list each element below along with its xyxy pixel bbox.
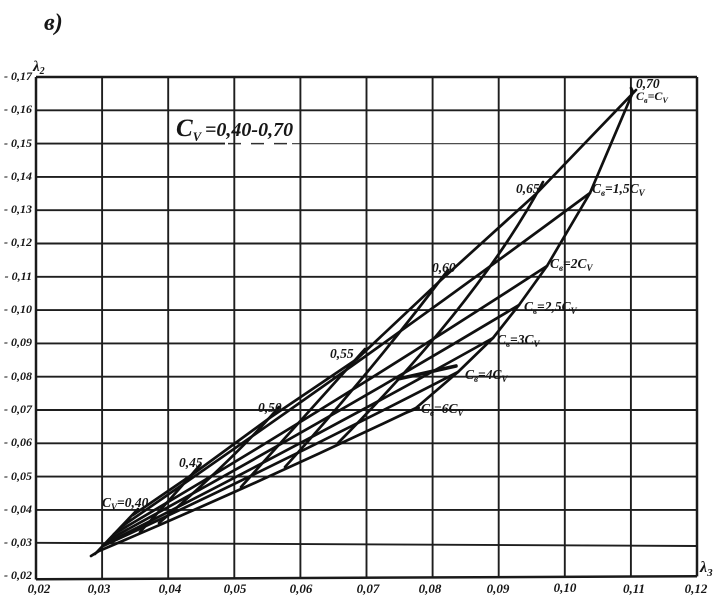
svg-text:0,05: 0,05 [224,581,247,596]
svg-text:- 0,11: - 0,11 [5,269,32,283]
svg-text:0,03: 0,03 [88,581,111,596]
svg-text:- 0,07: - 0,07 [4,402,33,416]
svg-text:- 0,16: - 0,16 [4,102,32,116]
svg-text:0,07: 0,07 [357,581,380,596]
svg-text:0,09: 0,09 [487,581,510,596]
svg-text:0,08: 0,08 [419,581,442,596]
svg-text:0,04: 0,04 [159,581,182,596]
svg-text:Cв=2,5CV: Cв=2,5CV [524,299,578,316]
svg-text:- 0,13: - 0,13 [4,202,32,216]
svg-text:CV=0,40: CV=0,40 [102,495,149,512]
svg-text:- 0,05: - 0,05 [4,469,32,483]
svg-text:- 0,14: - 0,14 [4,169,32,183]
svg-text:0,11: 0,11 [623,581,645,596]
svg-text:0,50: 0,50 [258,400,282,415]
svg-text:0,55: 0,55 [330,346,354,361]
svg-text:- 0,06: - 0,06 [4,435,32,449]
svg-text:0,60: 0,60 [432,260,456,275]
svg-text:- 0,04: - 0,04 [4,502,32,516]
svg-text:- 0,17: - 0,17 [4,69,33,83]
svg-text:- 0,08: - 0,08 [4,369,32,383]
svg-text:0,06: 0,06 [290,581,313,596]
svg-text:- 0,15: - 0,15 [4,136,32,150]
svg-text:в): в) [44,10,63,36]
svg-text:0,65: 0,65 [516,181,540,196]
svg-text:0,02: 0,02 [28,581,51,596]
svg-text:0,45: 0,45 [179,455,203,470]
svg-text:0,70: 0,70 [636,76,660,91]
svg-text:- 0,02: - 0,02 [4,568,32,582]
svg-text:- 0,09: - 0,09 [4,335,32,349]
svg-text:- 0,03: - 0,03 [4,535,32,549]
svg-text:Cв=1,5CV: Cв=1,5CV [592,181,646,198]
svg-text:- 0,10: - 0,10 [4,302,32,316]
svg-text:- 0,12: - 0,12 [4,235,32,249]
svg-text:0,12: 0,12 [685,581,708,596]
svg-text:0,10: 0,10 [554,580,577,595]
